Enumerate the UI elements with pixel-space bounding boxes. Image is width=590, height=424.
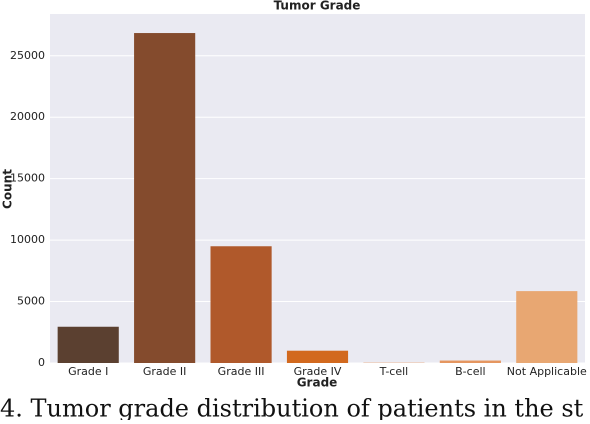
y-tick-label: 0 [38, 356, 45, 369]
x-tick-label: Grade I [68, 365, 108, 378]
y-tick-label: 15000 [10, 172, 45, 185]
caption: 4. Tumor grade distribution of patients … [0, 395, 584, 421]
bar [516, 291, 577, 363]
y-tick-label: 25000 [10, 49, 45, 62]
x-tick-label: Not Applicable [507, 365, 587, 378]
chart-title: Tumor Grade [274, 0, 361, 13]
x-tick-label: Grade II [143, 365, 187, 378]
plot-area [50, 14, 585, 363]
x-tick-label: Grade III [218, 365, 265, 378]
y-tick-label: 5000 [17, 295, 45, 308]
y-tick-label: 10000 [10, 233, 45, 246]
x-tick-label: Grade IV [294, 365, 342, 378]
bar [440, 361, 501, 363]
x-tick-label: B-cell [455, 365, 485, 378]
x-tick-label: T-cell [379, 365, 409, 378]
bar [287, 351, 348, 363]
y-tick-label: 20000 [10, 110, 45, 123]
bar [211, 246, 272, 363]
bar [134, 33, 195, 363]
bar [58, 327, 119, 363]
